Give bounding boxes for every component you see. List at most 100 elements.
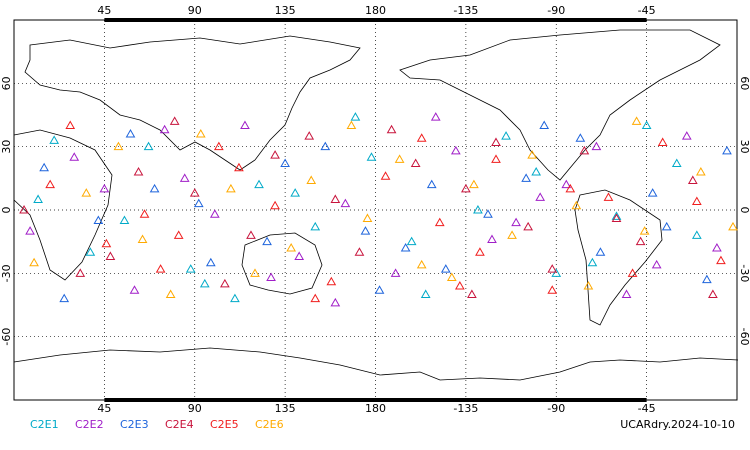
point <box>551 268 562 277</box>
point <box>521 173 531 182</box>
point <box>165 289 176 298</box>
point <box>639 226 650 235</box>
y-tick-label: -60 <box>0 328 13 346</box>
x-tick-label: -135 <box>453 4 478 17</box>
point <box>410 158 421 168</box>
point <box>681 131 692 140</box>
point <box>547 264 558 273</box>
point <box>390 268 401 277</box>
point <box>583 280 594 290</box>
point <box>250 268 260 277</box>
point <box>81 188 92 197</box>
point <box>270 200 280 210</box>
y-tick-label: 0 <box>0 207 13 214</box>
point <box>400 242 411 252</box>
point <box>65 120 76 130</box>
point <box>657 137 668 146</box>
point <box>661 221 672 231</box>
point <box>280 158 290 168</box>
point <box>240 120 250 130</box>
point <box>133 166 144 176</box>
y-tick-label: 60 <box>738 76 750 90</box>
point <box>595 247 606 256</box>
point <box>716 255 726 265</box>
point <box>99 183 110 193</box>
x-tick-label: 180 <box>365 4 386 17</box>
x-tick-label: -90 <box>547 4 565 17</box>
point <box>712 242 722 252</box>
point <box>487 234 497 244</box>
point <box>119 215 130 225</box>
point <box>294 251 305 260</box>
point <box>651 259 662 269</box>
point <box>507 230 517 239</box>
point <box>394 154 405 163</box>
point <box>304 131 315 140</box>
point <box>575 133 586 142</box>
point <box>125 128 136 138</box>
point <box>611 211 622 220</box>
point <box>531 166 542 176</box>
y-tick-label: -30 <box>0 264 13 282</box>
legend-label: C2E5 <box>210 418 239 431</box>
x-tick-label: 90 <box>188 402 202 415</box>
point <box>621 289 632 298</box>
point <box>234 162 244 172</box>
point <box>209 209 220 218</box>
point <box>483 209 493 218</box>
point <box>565 183 576 193</box>
point <box>561 179 572 189</box>
legend-label: C2E3 <box>120 418 149 431</box>
point <box>346 120 357 130</box>
x-tick-label: -45 <box>638 402 656 415</box>
point <box>29 257 39 267</box>
legend-label: C2E4 <box>165 418 194 431</box>
point <box>350 112 361 121</box>
point <box>691 230 702 239</box>
point <box>75 268 86 277</box>
point <box>702 274 712 284</box>
legend-label: C2E1 <box>30 418 59 431</box>
point <box>386 124 397 134</box>
point <box>113 141 124 151</box>
point <box>195 128 206 138</box>
point <box>374 285 385 294</box>
point <box>326 276 337 286</box>
point <box>330 297 341 307</box>
point <box>380 171 391 180</box>
point <box>722 145 732 155</box>
point <box>49 135 60 144</box>
point <box>213 141 224 151</box>
point <box>330 194 341 203</box>
x-tick-label: 180 <box>365 402 386 415</box>
point <box>366 152 377 161</box>
point <box>430 112 441 121</box>
y-tick-label: 0 <box>738 207 750 214</box>
point <box>591 141 602 151</box>
point <box>635 236 646 246</box>
point <box>473 204 483 214</box>
x-tick-label: -45 <box>638 4 656 17</box>
point <box>446 272 457 282</box>
point <box>262 236 272 246</box>
point <box>671 158 682 168</box>
x-tick-label: -135 <box>453 402 478 415</box>
point <box>246 230 256 239</box>
point <box>173 230 184 239</box>
point <box>199 278 210 288</box>
point <box>631 116 642 125</box>
point <box>143 141 154 151</box>
x-tick-label: 45 <box>97 402 111 415</box>
point <box>691 196 702 206</box>
point <box>226 183 236 193</box>
y-tick-label: 30 <box>0 140 13 154</box>
point <box>59 293 70 303</box>
point <box>728 221 738 231</box>
point <box>139 209 150 218</box>
point <box>535 192 546 201</box>
eurasia-coast <box>24 35 361 171</box>
point <box>450 145 461 155</box>
point <box>205 257 216 267</box>
point <box>169 116 180 125</box>
